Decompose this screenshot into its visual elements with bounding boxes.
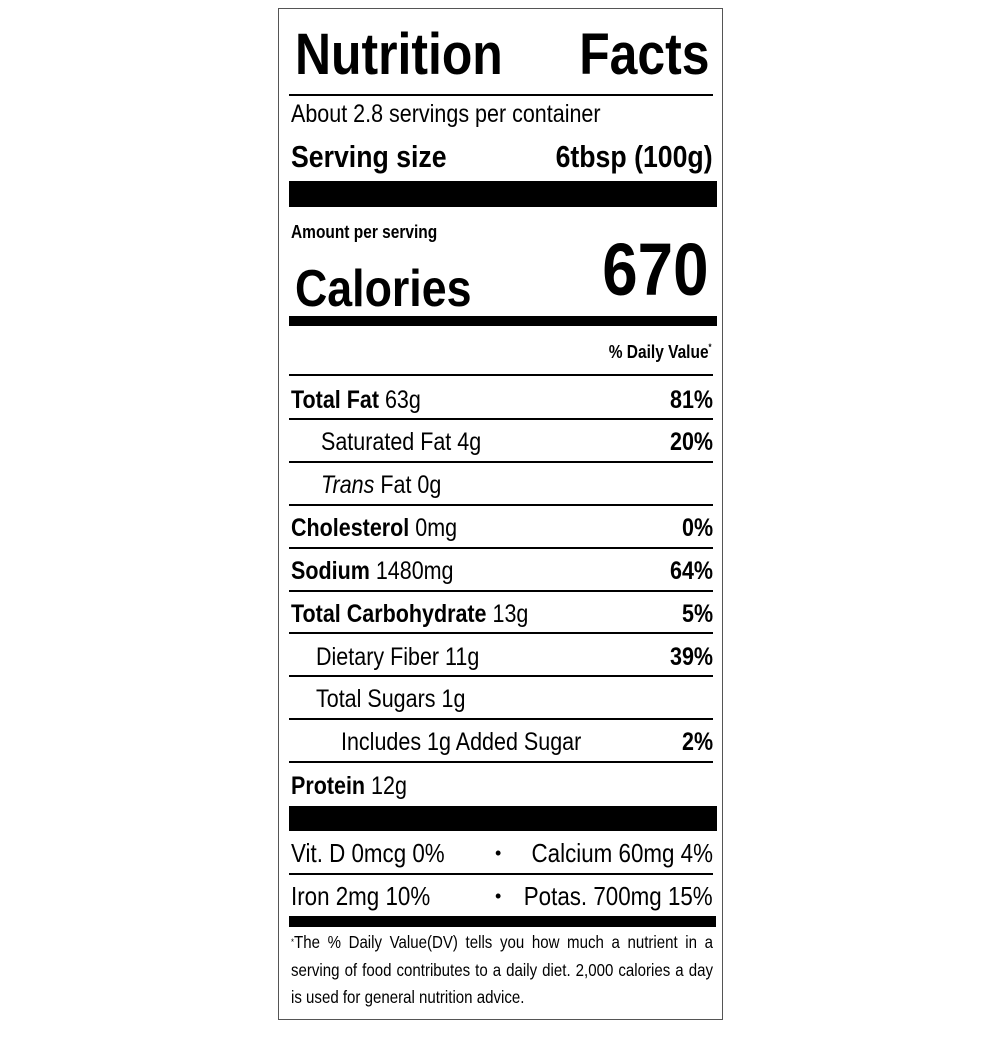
serving-size-label: Serving size: [291, 139, 447, 174]
vitamin-row: Iron 2mg 10% • Potas. 700mg 15%: [291, 880, 713, 911]
thick-divider: [289, 806, 717, 831]
divider: [289, 504, 713, 506]
nutrient-row-protein: Protein 12g: [291, 771, 407, 800]
servings-per-container: About 2.8 servings per container: [291, 100, 601, 128]
calories-label: Calories: [295, 260, 472, 318]
medium-divider: [289, 316, 717, 326]
daily-value-header: % Daily Value*: [609, 342, 712, 362]
divider: [289, 675, 713, 677]
nutrient-row-sodium: Sodium 1480mg 64%: [291, 556, 713, 585]
divider: [289, 632, 713, 634]
title-nutrition: Nutrition: [295, 21, 503, 87]
divider: [289, 873, 713, 875]
divider: [289, 590, 713, 592]
nutrient-row-saturated-fat: Saturated Fat 4g 20%: [321, 427, 713, 456]
divider: [289, 547, 713, 549]
medium-divider: [289, 916, 716, 927]
nutrient-row-added-sugar: Includes 1g Added Sugar 2%: [341, 727, 713, 756]
vitamin-row: Vit. D 0mcg 0% • Calcium 60mg 4%: [291, 837, 713, 868]
label-title: Nutrition Facts: [295, 21, 710, 87]
nutrition-facts-label: Nutrition Facts About 2.8 servings per c…: [278, 8, 723, 1020]
nutrient-row-dietary-fiber: Dietary Fiber 11g 39%: [316, 642, 713, 671]
thick-divider: [289, 181, 717, 207]
nutrient-row-total-sugars: Total Sugars 1g: [316, 684, 466, 713]
nutrient-row-total-carbohydrate: Total Carbohydrate 13g 5%: [291, 599, 713, 628]
serving-size-value: 6tbsp (100g): [555, 139, 713, 174]
amount-per-serving: Amount per serving: [291, 222, 438, 242]
divider: [289, 418, 713, 420]
title-facts: Facts: [579, 21, 710, 87]
divider: [289, 374, 713, 376]
divider: [289, 761, 713, 763]
nutrient-row-trans-fat: Trans Fat 0g: [321, 470, 442, 499]
footnote: *The % Daily Value(DV) tells you how muc…: [291, 932, 713, 1007]
calories-value: 670: [601, 228, 708, 311]
nutrient-row-cholesterol: Cholesterol 0mg 0%: [291, 513, 713, 542]
divider: [289, 461, 713, 463]
divider: [289, 94, 713, 96]
nutrient-row-total-fat: Total Fat 63g 81%: [291, 385, 713, 414]
serving-size-row: Serving size 6tbsp (100g): [291, 139, 713, 175]
divider: [289, 718, 713, 720]
